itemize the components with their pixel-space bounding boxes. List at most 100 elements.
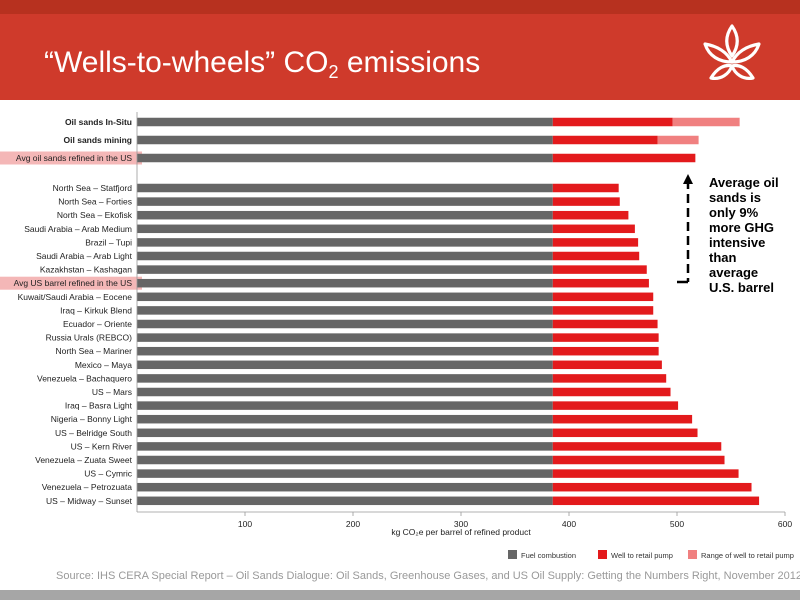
x-tick-label: 200 [346,519,360,529]
bar-fuel-combustion [137,224,553,234]
bars-layer [137,117,760,506]
legend-swatch [688,550,697,559]
chart-legend: Fuel combustion Well to retail pump Range … [508,550,794,560]
bar-well-to-retail [552,442,722,451]
bar-well-to-retail [552,210,629,220]
bar-label: North Sea – Ekofisk [57,210,133,220]
x-tick-label: 300 [454,519,468,529]
bar-fuel-combustion [137,265,553,274]
bar-label: Avg oil sands refined in the US [16,153,132,163]
legend-label: Fuel combustion [521,551,576,560]
x-tick-label: 500 [670,519,684,529]
bar-well-to-retail [552,153,696,163]
x-axis-title: kg CO₂e per barrel of refined product [391,527,531,537]
bar-well-to-retail [552,401,679,410]
bar-well-to-retail [552,224,635,234]
labels-layer: Oil sands In-Situ Oil sands mining Avg oil… [14,117,133,506]
bar-fuel-combustion [137,387,553,397]
annotation-line: sands is [709,190,761,205]
bar-label: Venezuela – Zuata Sweet [35,455,133,465]
legend-label: Well to retail pump [611,551,673,560]
bar-label: US – Kern River [71,441,133,451]
header-top-strip [0,0,800,14]
bar-well-to-retail [552,414,693,424]
bar-well-to-retail [552,428,698,438]
bar-label: US – Belridge South [55,428,132,438]
bar-fuel-combustion [137,469,553,478]
legend-swatch [508,550,517,559]
x-tick-label: 400 [562,519,576,529]
logo-icon [703,24,761,80]
bar-fuel-combustion [137,482,553,492]
bar-label: Russia Urals (REBCO) [46,333,133,343]
bar-label: Kazakhstan – Kashagan [40,265,132,275]
bar-label: Iraq – Basra Light [65,401,133,411]
bar-well-to-retail [552,278,649,288]
bar-fuel-combustion [137,496,553,506]
bar-well-to-retail [552,251,640,261]
annotation-arrow-head [683,174,693,184]
bar-well-to-retail [552,319,658,329]
bar-label: Oil sands mining [64,135,132,145]
bar-well-to-retail [552,360,662,370]
bar-fuel-combustion [137,153,553,163]
bar-fuel-combustion [137,333,553,342]
label-highlight [0,151,142,165]
bar-label: US – Mars [92,387,132,397]
bar-well-to-retail [552,496,760,506]
bar-label: Brazil – Tupi [85,237,132,247]
title-text-end: emissions [338,46,481,79]
bar-label: Nigeria – Bonny Light [51,414,133,424]
legend-label: Range of well to retail pump [701,551,794,560]
bar-well-to-retail [552,469,739,478]
annotation-line: intensive [709,235,765,250]
bar-fuel-combustion [137,117,553,127]
bar-well-to-retail [552,333,659,342]
bar-well-to-retail [552,265,647,274]
bar-fuel-combustion [137,346,553,356]
bar-well-to-retail [552,135,658,145]
bar-label: Iraq – Kirkuk Blend [60,305,132,315]
bar-label: North Sea – Forties [58,197,132,207]
bar-fuel-combustion [137,135,553,145]
bar-well-to-retail [552,346,659,356]
bar-fuel-combustion [137,428,553,438]
bar-label: US – Midway – Sunset [46,496,133,506]
bar-label: Oil sands In-Situ [65,117,132,127]
x-tick-label: 600 [778,519,792,529]
bar-label: Venezuela – Petrozuata [42,482,133,492]
bar-well-to-retail [552,292,654,302]
bar-fuel-combustion [137,183,553,193]
bar-label: North Sea – Statfjord [53,183,133,193]
title-text: “Wells-to-wheels” CO [44,46,329,79]
bar-well-to-retail [552,117,673,127]
bar-label: Mexico – Maya [75,360,132,370]
annotation-line: average [709,265,758,280]
bar-fuel-combustion [137,210,553,220]
bar-well-to-retail [552,387,671,397]
annotation-line: only 9% [709,205,759,220]
bar-fuel-combustion [137,401,553,410]
ticks-layer: 100 200 300 400 500 600 [238,512,792,529]
bar-label: Ecuador – Oriente [63,319,132,329]
bar-well-to-retail [552,374,667,383]
label-highlight [0,276,142,290]
page-title: “Wells-to-wheels” CO2 emissions [44,46,480,83]
highlight-layer [0,151,142,290]
bar-well-to-retail [552,238,639,247]
bar-well-to-retail [552,183,619,193]
footer-bar [0,590,800,600]
bar-fuel-combustion [137,292,553,302]
bar-label: US – Cymric [84,469,132,479]
bar-fuel-combustion [137,278,553,288]
bar-label: Saudi Arabia – Arab Light [36,251,133,261]
bar-well-to-retail [552,306,654,315]
bar-well-to-retail [552,197,620,206]
bar-fuel-combustion [137,360,553,370]
bar-fuel-combustion [137,306,553,315]
bar-fuel-combustion [137,414,553,424]
annotation-line: than [709,250,737,265]
legend-swatch [598,550,607,559]
